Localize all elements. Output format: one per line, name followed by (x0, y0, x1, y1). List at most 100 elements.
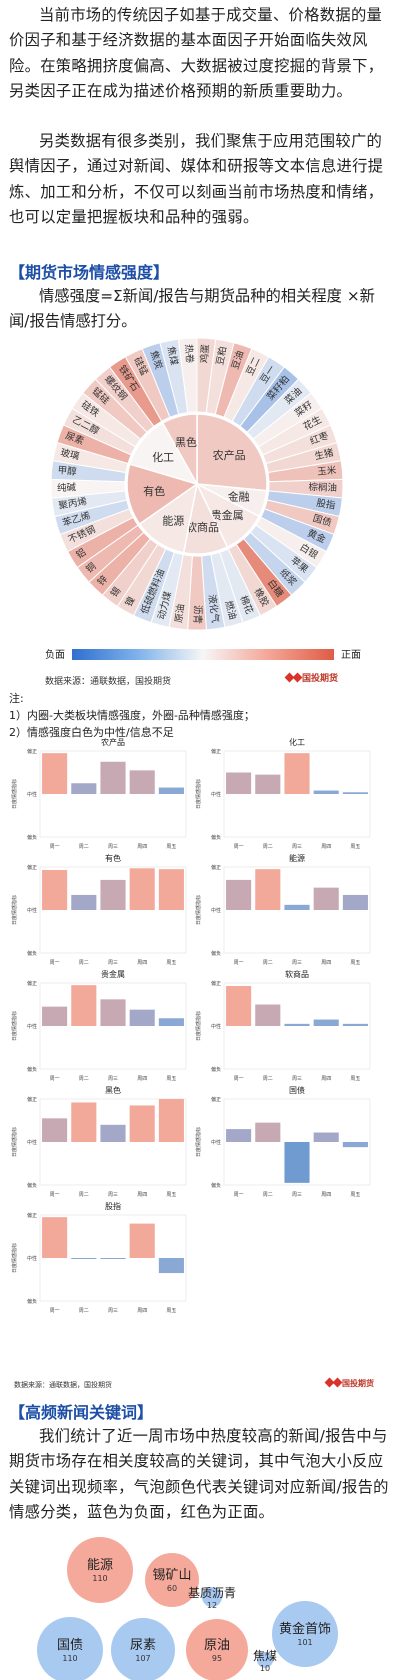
bar-chart-bar (284, 1142, 310, 1183)
bar-chart-y-tick: 中性 (27, 1023, 37, 1030)
bar-chart-bar (42, 870, 68, 910)
sunburst-source: 数据来源：通联数据，国投期货 (45, 677, 172, 687)
bar-chart-x-tick: 周四 (137, 1192, 147, 1198)
bar-chart-bar (226, 772, 252, 794)
bar-chart-x-tick: 周五 (166, 1076, 176, 1082)
sunburst-outer-label: 鸡蛋 (198, 343, 211, 363)
bar-chart-y-tick: 偏负 (211, 834, 221, 841)
bar-chart-y-label: 日度情感指标 (11, 1243, 18, 1273)
sunburst-outer-label: 股指 (316, 497, 337, 512)
sunburst-outer-label: 豆粕 (214, 345, 229, 366)
bar-chart-bar (255, 1122, 281, 1142)
bar-chart-bar (284, 904, 310, 910)
sunburst-outer-label: 豆油 (229, 349, 246, 371)
bar-chart-bar (342, 1023, 368, 1026)
bar-chart-y-label: 日度情感指标 (11, 1011, 18, 1041)
sunburst-inner-sector (196, 413, 268, 492)
sunburst-outer-label: 聚丙烯 (58, 495, 89, 511)
keyword-bubble-label: 焦煤 (252, 1649, 277, 1663)
bar-chart-bar (158, 1099, 184, 1142)
sunburst-logo: 国投期货 (284, 671, 339, 684)
keyword-bubble-count: 107 (135, 1654, 151, 1663)
sunburst-inner-label: 贵金属 (211, 508, 244, 522)
bar-chart-bar (71, 1258, 97, 1259)
notes-title: 注: (9, 692, 24, 705)
logo-text: 国投期货 (302, 674, 339, 684)
bar-chart-title: 贵金属 (101, 969, 125, 979)
legend-gradient-bar (72, 649, 334, 660)
bar-chart-bar (42, 1217, 68, 1258)
section-heading-keywords: 【高频新闻关键词】 (9, 1403, 154, 1422)
bar-chart-x-tick: 周四 (137, 844, 147, 850)
bar-chart-bar (313, 1019, 339, 1026)
bar-chart-bar (158, 1258, 184, 1274)
bar-chart-bar (284, 1023, 310, 1026)
bar-chart-x-tick: 周三 (292, 1076, 302, 1082)
bar-chart-x-tick: 周四 (321, 844, 331, 850)
keyword-bubble-count: 10 (259, 1664, 271, 1673)
bar-chart-y-tick: 偏负 (27, 1298, 37, 1305)
bar-chart-bar (158, 1018, 184, 1026)
keyword-bubble-count: 101 (297, 1638, 313, 1647)
bar-chart-bar (342, 792, 368, 794)
keyword-bubble-label: 尿素 (129, 1638, 156, 1653)
note-1: 1）内圈-大类板块情感强度，外圈-品种情感强度； (9, 709, 255, 722)
bar-chart-x-tick: 周一 (234, 844, 244, 850)
bar-chart-x-tick: 周五 (166, 844, 176, 850)
sunburst-outer-label: 玻璃 (59, 447, 80, 463)
bar-chart-frame (39, 982, 187, 1070)
bar-chart-x-tick: 周三 (108, 1192, 118, 1198)
sunburst-outer-label: 原油 (173, 603, 187, 623)
sunburst-inner-label: 黑色 (175, 435, 197, 449)
sunburst-outer-label: 热卷 (183, 344, 196, 364)
keyword-bubble-count: 110 (62, 1654, 78, 1663)
sunburst-outer-label: 甲醇 (57, 464, 78, 478)
keyword-bubble-label: 黄金首饰 (278, 1622, 331, 1637)
bar-chart-x-tick: 周一 (50, 1192, 60, 1198)
bar-chart-x-tick: 周三 (292, 1192, 302, 1198)
legend-negative-label: 负面 (45, 650, 65, 661)
bar-chart-x-tick: 周二 (79, 1076, 89, 1082)
bar-chart-frame (223, 1098, 371, 1186)
keyword-bubble (67, 1537, 133, 1603)
sunburst-outer-label: 生猪 (314, 446, 336, 462)
bar-chart-bar (284, 753, 310, 794)
bar-chart-y-tick: 偏负 (27, 950, 37, 957)
sunburst-inner-label: 能源 (162, 513, 184, 527)
bar-chart-y-tick: 中性 (211, 907, 221, 914)
bar-chart-y-tick: 偏负 (211, 1066, 221, 1073)
bar-chart-y-tick: 偏正 (27, 980, 37, 987)
bar-chart-title: 有色 (105, 853, 121, 863)
keyword-bubble-chart: 能源 110 锡矿山 60 基质沥青 12 黄金首饰 101 国债 110 尿素 107 原油 95 焦煤 1… (0, 1530, 402, 1680)
bar-chart-y-tick: 中性 (211, 791, 221, 798)
bar-chart-x-tick: 周三 (292, 960, 302, 966)
keyword-bubble-count: 110 (92, 1574, 108, 1583)
bar-chart-x-tick: 周二 (263, 960, 273, 966)
bar-chart-y-tick: 偏正 (211, 748, 221, 755)
bar-chart-x-tick: 周四 (137, 960, 147, 966)
bar-chart-x-tick: 周三 (108, 1308, 118, 1314)
bar-chart-y-tick: 中性 (27, 1139, 37, 1146)
keyword-bubble (257, 1652, 273, 1668)
bar-chart-y-tick: 偏正 (27, 864, 37, 871)
bar-chart-y-tick: 偏负 (27, 1066, 37, 1073)
bar-chart-x-tick: 周一 (50, 1076, 60, 1082)
bar-chart-x-tick: 周二 (79, 1308, 89, 1314)
bar-chart-x-tick: 周二 (263, 844, 273, 850)
intro-paragraph-2: 另类数据有很多类别，我们聚焦于应用范围较广的舆情因子，通过对新闻、媒体和研报等文… (9, 132, 384, 227)
sunburst-outer-label: 纯碱 (57, 481, 77, 494)
bar-chart-x-tick: 周五 (166, 960, 176, 966)
bar-chart-bar (255, 869, 281, 910)
bar-chart-x-tick: 周二 (79, 1192, 89, 1198)
bar-chart-y-tick: 偏负 (211, 950, 221, 957)
sunburst-inner-sector (161, 413, 198, 487)
bar-chart-bar (342, 1142, 368, 1148)
keyword-bubble (186, 1619, 248, 1680)
bar-chart-bar (71, 985, 97, 1026)
bar-chart-y-tick: 偏正 (27, 1096, 37, 1103)
bar-chart-bar (42, 1006, 68, 1026)
bar-chart-bar (342, 894, 368, 910)
sunburst-inner-label: 软商品 (186, 520, 219, 534)
